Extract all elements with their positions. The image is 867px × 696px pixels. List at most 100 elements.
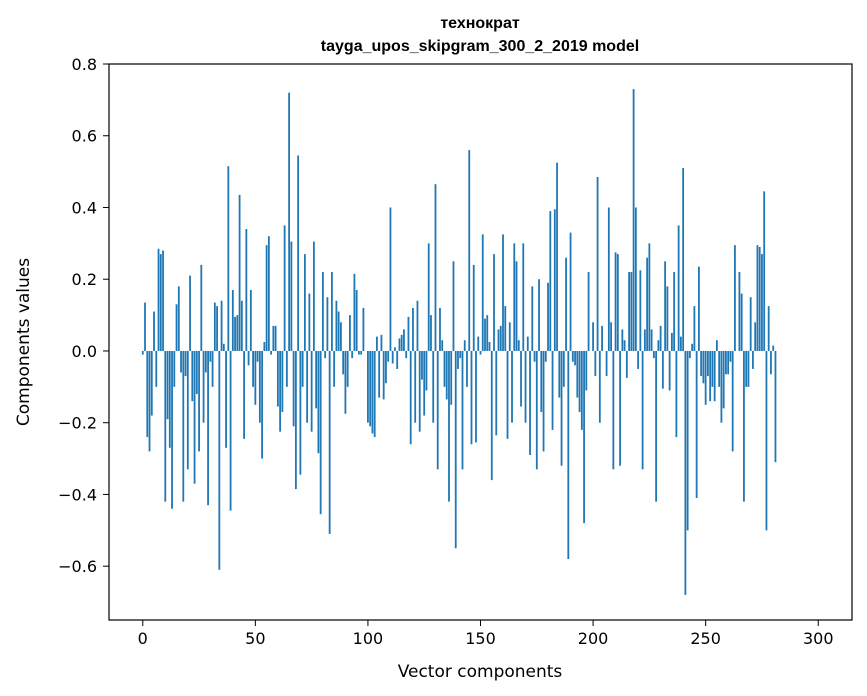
bar [756,245,759,351]
bar [693,306,696,351]
bar [360,350,363,355]
bar [761,254,763,351]
bar [641,350,644,470]
bar [650,329,653,351]
bar [475,350,477,443]
bar [211,350,214,387]
bar [504,306,507,351]
bar [637,350,640,369]
bar [524,350,527,423]
bar [290,241,293,351]
bar [515,261,518,351]
bar [227,166,230,351]
bar [310,350,313,432]
bar [351,350,354,359]
bar [202,350,205,423]
bar [434,184,437,351]
bar [270,350,273,355]
bar [155,350,158,387]
bar [450,350,453,405]
bar [567,350,570,560]
bar [391,350,394,364]
bar [477,336,480,351]
bar [688,350,691,359]
bar [216,306,218,351]
bar [702,350,705,384]
bar [285,350,288,387]
bar [560,350,563,466]
bar [718,350,721,387]
bar [263,342,266,351]
y-axis-ticks: −0.6 −0.4 −0.2 0.0 0.2 0.4 0.6 0.8 [58,55,109,576]
bar [673,272,676,351]
y-tick-label: −0.4 [58,485,97,504]
y-tick-label: 0.0 [72,342,97,361]
bar [445,350,448,400]
bar [358,350,360,355]
bar [319,350,322,515]
bar [497,329,500,351]
bar [162,250,164,351]
bar [679,336,682,351]
bar [616,254,619,351]
bar [371,350,374,434]
bar [625,350,628,378]
bar [686,350,689,531]
bar [276,350,279,407]
bar [484,318,486,351]
bar [349,315,351,351]
bar [416,300,419,351]
bar [774,350,777,463]
bar [177,286,180,351]
bar [623,340,626,351]
bar [324,350,327,359]
bar [344,350,347,414]
bar [607,207,610,351]
bar [292,350,295,427]
bar [716,340,718,351]
bar [376,336,378,351]
bar [191,350,194,402]
bar [571,350,574,362]
x-tick-label: 250 [690,629,721,648]
bar [605,350,608,377]
bar [457,350,459,369]
bar [754,322,757,351]
bar [729,350,732,362]
bar [549,211,552,351]
bar [297,155,300,351]
bar [488,342,491,351]
bar [193,350,196,484]
bar [389,207,392,351]
bar [288,92,291,351]
bar [569,232,572,351]
bar [713,350,716,402]
bar [562,350,565,387]
bar [634,207,637,351]
bar [601,325,603,351]
bar [144,302,146,351]
bar [186,350,189,470]
bar [520,350,522,407]
bar [574,350,576,366]
bar [204,350,207,373]
bar [556,162,558,351]
bar [436,350,439,470]
bar [466,350,468,387]
bar [423,350,426,416]
bar [421,350,423,380]
x-tick-label: 300 [803,629,834,648]
x-axis-label: Vector components [398,662,563,682]
bar [621,329,624,351]
x-tick-label: 100 [353,629,384,648]
bar [580,350,583,430]
bar [670,333,673,351]
bar [666,286,669,351]
bar [540,350,543,412]
bar [648,243,651,351]
y-axis-label: Components values [14,258,34,426]
bar [326,297,329,351]
bar [281,350,284,412]
bar [499,325,502,351]
bar [207,350,209,506]
